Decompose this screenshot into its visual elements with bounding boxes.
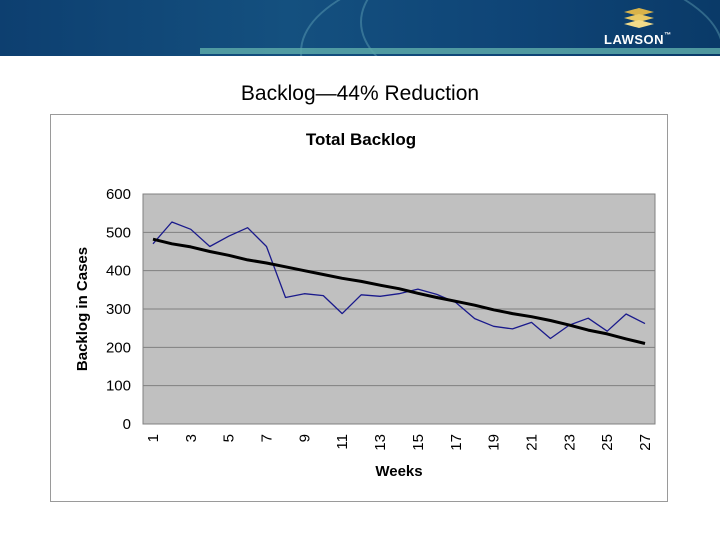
x-axis-label: Weeks: [375, 463, 422, 480]
series-group: [152, 221, 646, 345]
lawson-logo-icon: [624, 8, 654, 28]
x-tick-label: 9: [296, 434, 313, 442]
x-tick-label: 27: [637, 434, 654, 451]
banner-swoosh: [360, 0, 720, 56]
gridlines: [143, 193, 655, 425]
series-line-backlog: [152, 221, 646, 340]
x-tick-label: 17: [448, 434, 465, 451]
x-tick-label: 3: [183, 434, 200, 442]
y-tick-label: 300: [106, 301, 131, 318]
x-tick-label: 5: [221, 434, 238, 442]
y-axis-label: Backlog in Cases: [74, 247, 91, 371]
y-tick-label: 100: [106, 378, 131, 395]
x-tick-label: 19: [486, 434, 503, 451]
x-axis: 1 3 5 7 9 11 13 15 17 19 21 23 25 27: [145, 434, 654, 451]
logo-wordmark: LAWSON™: [604, 32, 672, 47]
series-line-trend: [152, 237, 646, 345]
y-tick-label: 200: [106, 339, 131, 356]
x-tick-label: 25: [599, 434, 616, 451]
y-tick-label: 600: [106, 186, 131, 203]
slide-title: Backlog—44% Reduction: [240, 82, 480, 105]
banner-stripe: [200, 48, 720, 54]
y-axis: 0 100 200 300 400 500 600: [106, 186, 131, 433]
x-tick-label: 7: [259, 434, 276, 442]
x-tick-label: 11: [334, 434, 351, 450]
x-tick-label: 21: [523, 434, 540, 451]
y-tick-label: 0: [123, 416, 131, 433]
chart-title: Total Backlog: [306, 130, 416, 149]
x-tick-label: 1: [145, 434, 162, 442]
y-tick-label: 500: [106, 224, 131, 241]
y-tick-label: 400: [106, 263, 131, 280]
x-tick-label: 13: [372, 434, 389, 451]
x-tick-label: 15: [410, 434, 427, 451]
header-banner: LAWSON™: [0, 0, 720, 56]
x-tick-label: 23: [561, 434, 578, 451]
logo-trademark: ™: [664, 32, 672, 39]
logo-text: LAWSON: [604, 32, 665, 47]
